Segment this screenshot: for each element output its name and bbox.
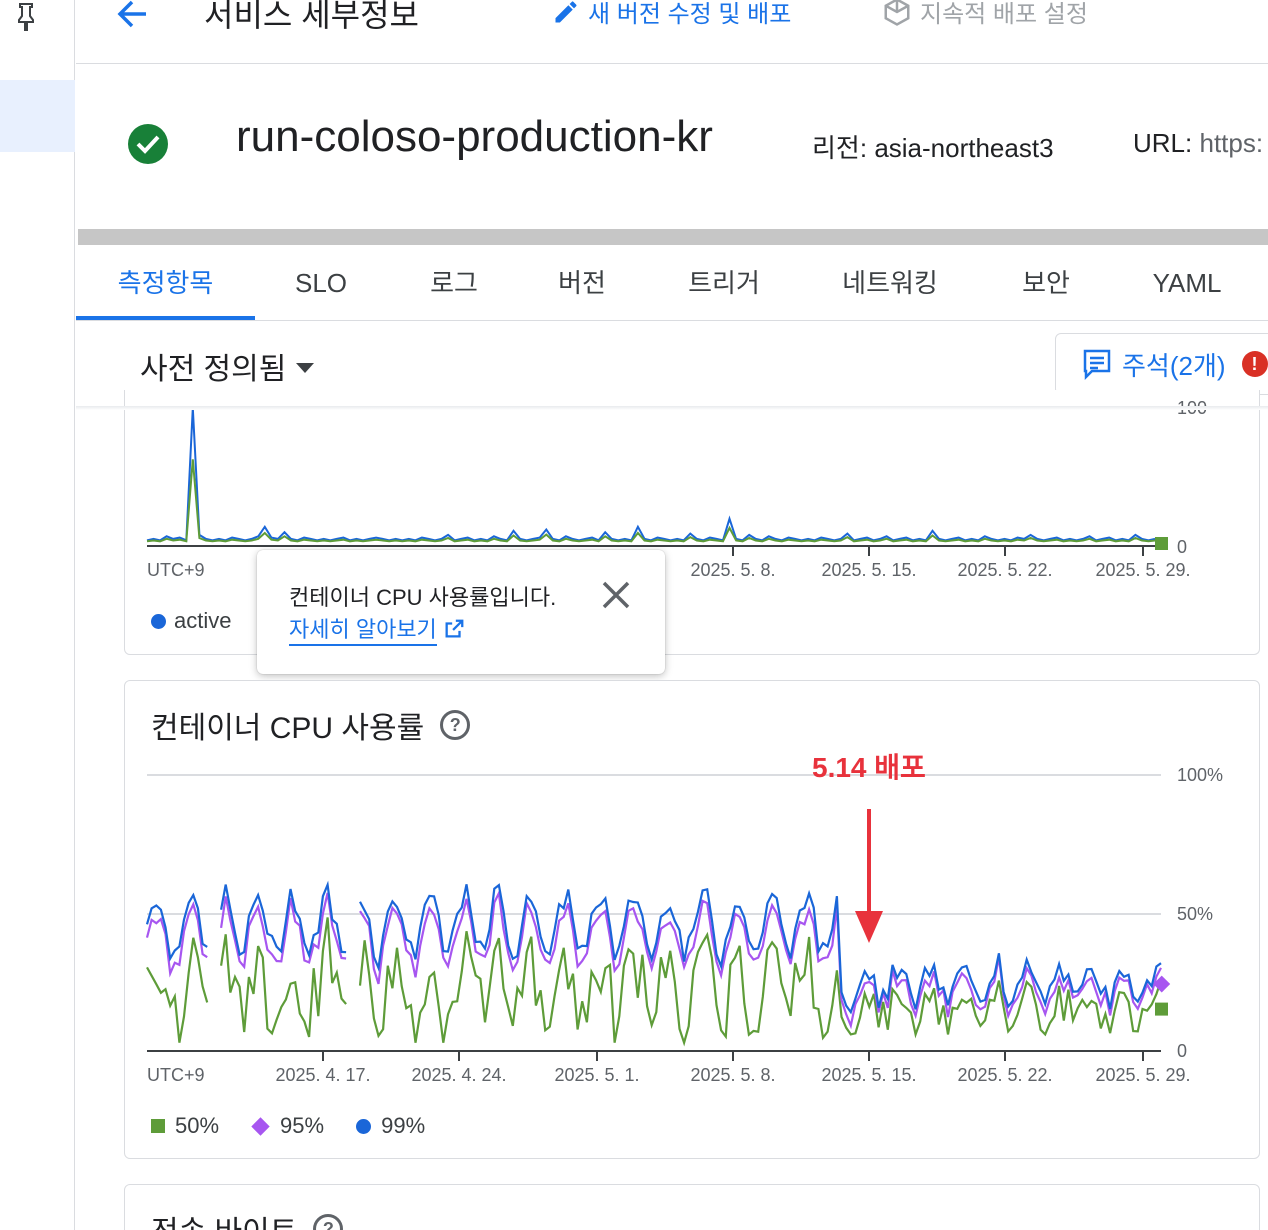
tab-bar: 측정항목 SLO 로그 버전 트리거 네트워킹 보안 YAML (76, 248, 1268, 321)
legend-diamond-icon (251, 1116, 270, 1136)
close-icon[interactable] (599, 578, 633, 612)
error-icon: ! (1241, 351, 1268, 377)
series-p50-line (358, 931, 1163, 1047)
series-p99-line (359, 883, 1162, 1015)
bytes-card-title: 전송 바이트 ? (151, 1207, 344, 1230)
tab-logs[interactable]: 로그 (430, 268, 478, 298)
divider-bar (78, 229, 1268, 245)
series-active-line (146, 407, 1156, 542)
learn-more-link[interactable]: 자세히 알아보기 (289, 612, 465, 646)
tab-revisions[interactable]: 버전 (558, 268, 606, 298)
x-tick-label: 2025. 5. 8. (690, 560, 775, 580)
comment-icon (1083, 349, 1111, 380)
page-header: 서비스 세부정보 새 버전 수정 및 배포 지속적 배포 설정 (76, 0, 1268, 64)
annotations-label: 주석(2개) (1122, 350, 1226, 381)
x-tick-label: 2025. 4. 17. (275, 1065, 370, 1085)
chart-card-bytes: 전송 바이트 ? (124, 1184, 1260, 1230)
series-p95-line (145, 901, 208, 978)
x-tick-label: 2025. 5. 22. (957, 560, 1052, 580)
cube-icon (884, 0, 910, 26)
cpu-title-text: 컨테이너 CPU 사용률 (151, 712, 425, 745)
x-tick-label: 2025. 5. 15. (821, 560, 916, 580)
y-tick-label: 0 (1177, 1041, 1187, 1061)
legend-square-icon (151, 1119, 165, 1133)
legend-dot-icon (151, 613, 166, 629)
tab-triggers[interactable]: 트리거 (688, 268, 760, 298)
continuous-deploy-label: 지속적 배포 설정 (920, 1, 1088, 28)
x-tick-label: 2025. 5. 22. (957, 1065, 1052, 1085)
series-p99-line (145, 892, 208, 962)
service-name: run-coloso-production-kr (236, 112, 713, 161)
chart-card-cpu: 컨테이너 CPU 사용률 ? 100% 50% 0 UTC+9 2025. 4. 17.… (124, 680, 1260, 1159)
tab-yaml[interactable]: YAML (1152, 268, 1222, 298)
edit-deploy-label: 새 버전 수정 및 배포 (588, 1, 792, 28)
service-region: 리전: asia-northeast3 (812, 128, 1054, 165)
annotations-button[interactable]: 주석(2개) ! (1055, 333, 1268, 395)
deploy-annotation-label: 5.14 배포 (812, 752, 926, 783)
tooltip-text: 컨테이너 CPU 사용률입니다. (289, 585, 557, 610)
series-p50-line (146, 937, 209, 1043)
x-tick-label: 2025. 5. 15. (821, 1065, 916, 1085)
region-label: 리전: (812, 133, 868, 163)
pencil-icon (555, 0, 577, 23)
legend-p99[interactable]: 99% (381, 1113, 426, 1138)
tab-networking[interactable]: 네트워킹 (842, 268, 938, 298)
help-tooltip: 컨테이너 CPU 사용률입니다. 자세히 알아보기 (257, 550, 665, 674)
y-tick-label: 0 (1177, 537, 1187, 557)
page-title: 서비스 세부정보 (204, 0, 419, 33)
series-p50-line (220, 917, 347, 1038)
legend-label: active (174, 608, 232, 633)
x-tick-label: 2025. 4. 24. (411, 1065, 506, 1085)
series-end-marker (1155, 537, 1168, 550)
url-label: URL: (1133, 128, 1193, 158)
learn-more-label: 자세히 알아보기 (289, 612, 437, 646)
series-p95-line (220, 892, 347, 970)
series-p95-line (359, 889, 1162, 1030)
annotation-arrow-head (855, 911, 883, 943)
rail-selected-item[interactable] (0, 80, 75, 152)
pin-icon[interactable] (14, 2, 38, 32)
series-active-secondary-line (146, 459, 1156, 543)
x-axis-tz-label: UTC+9 (147, 1065, 205, 1085)
tab-security[interactable]: 보안 (1022, 268, 1070, 298)
x-tick-label: 2025. 5. 29. (1095, 560, 1190, 580)
y-tick-label: 100% (1177, 765, 1223, 785)
left-rail (0, 0, 75, 1230)
series-p99-line (220, 880, 347, 959)
caret-down-icon (296, 363, 315, 373)
continuous-deploy-button[interactable]: 지속적 배포 설정 (882, 0, 1088, 29)
x-tick-label: 2025. 5. 8. (690, 1065, 775, 1085)
back-arrow-icon[interactable] (112, 0, 152, 32)
scroll-shadow (76, 406, 1268, 410)
legend-active[interactable]: active (151, 608, 231, 634)
help-icon[interactable]: ? (313, 1214, 344, 1230)
url-value[interactable]: https: (1199, 128, 1264, 158)
cpu-chart: 100% 50% 0 UTC+9 2025. 4. 17. 2025. 4. 24. 202… (145, 765, 1223, 1085)
service-url: URL: https: (1133, 128, 1263, 159)
status-ok-icon (128, 124, 168, 164)
legend-p95[interactable]: 95% (280, 1113, 325, 1138)
series-p50-end-marker (1155, 1002, 1168, 1016)
cpu-legend: 50% 95% 99% (151, 1113, 425, 1139)
series-p95-end-marker (1153, 975, 1171, 993)
x-axis-tz-label: UTC+9 (147, 560, 205, 580)
tab-metrics[interactable]: 측정항목 (76, 248, 255, 320)
preset-dropdown[interactable]: 사전 정의됨 (140, 344, 315, 388)
external-link-icon (445, 619, 464, 638)
cpu-card-title: 컨테이너 CPU 사용률 ? (151, 703, 471, 747)
bytes-title-text: 전송 바이트 (151, 1207, 297, 1230)
y-tick-label: 50% (1177, 904, 1213, 924)
edit-deploy-button[interactable]: 새 버전 수정 및 배포 (552, 0, 791, 29)
legend-dot-icon (356, 1118, 372, 1134)
x-tick-label: 2025. 5. 1. (554, 1065, 639, 1085)
tab-slo[interactable]: SLO (294, 268, 348, 298)
region-value: asia-northeast3 (874, 133, 1054, 163)
help-icon[interactable]: ? (440, 710, 471, 740)
x-tick-label: 2025. 5. 29. (1095, 1065, 1190, 1085)
legend-p50[interactable]: 50% (175, 1113, 220, 1138)
preset-label: 사전 정의됨 (140, 353, 287, 386)
